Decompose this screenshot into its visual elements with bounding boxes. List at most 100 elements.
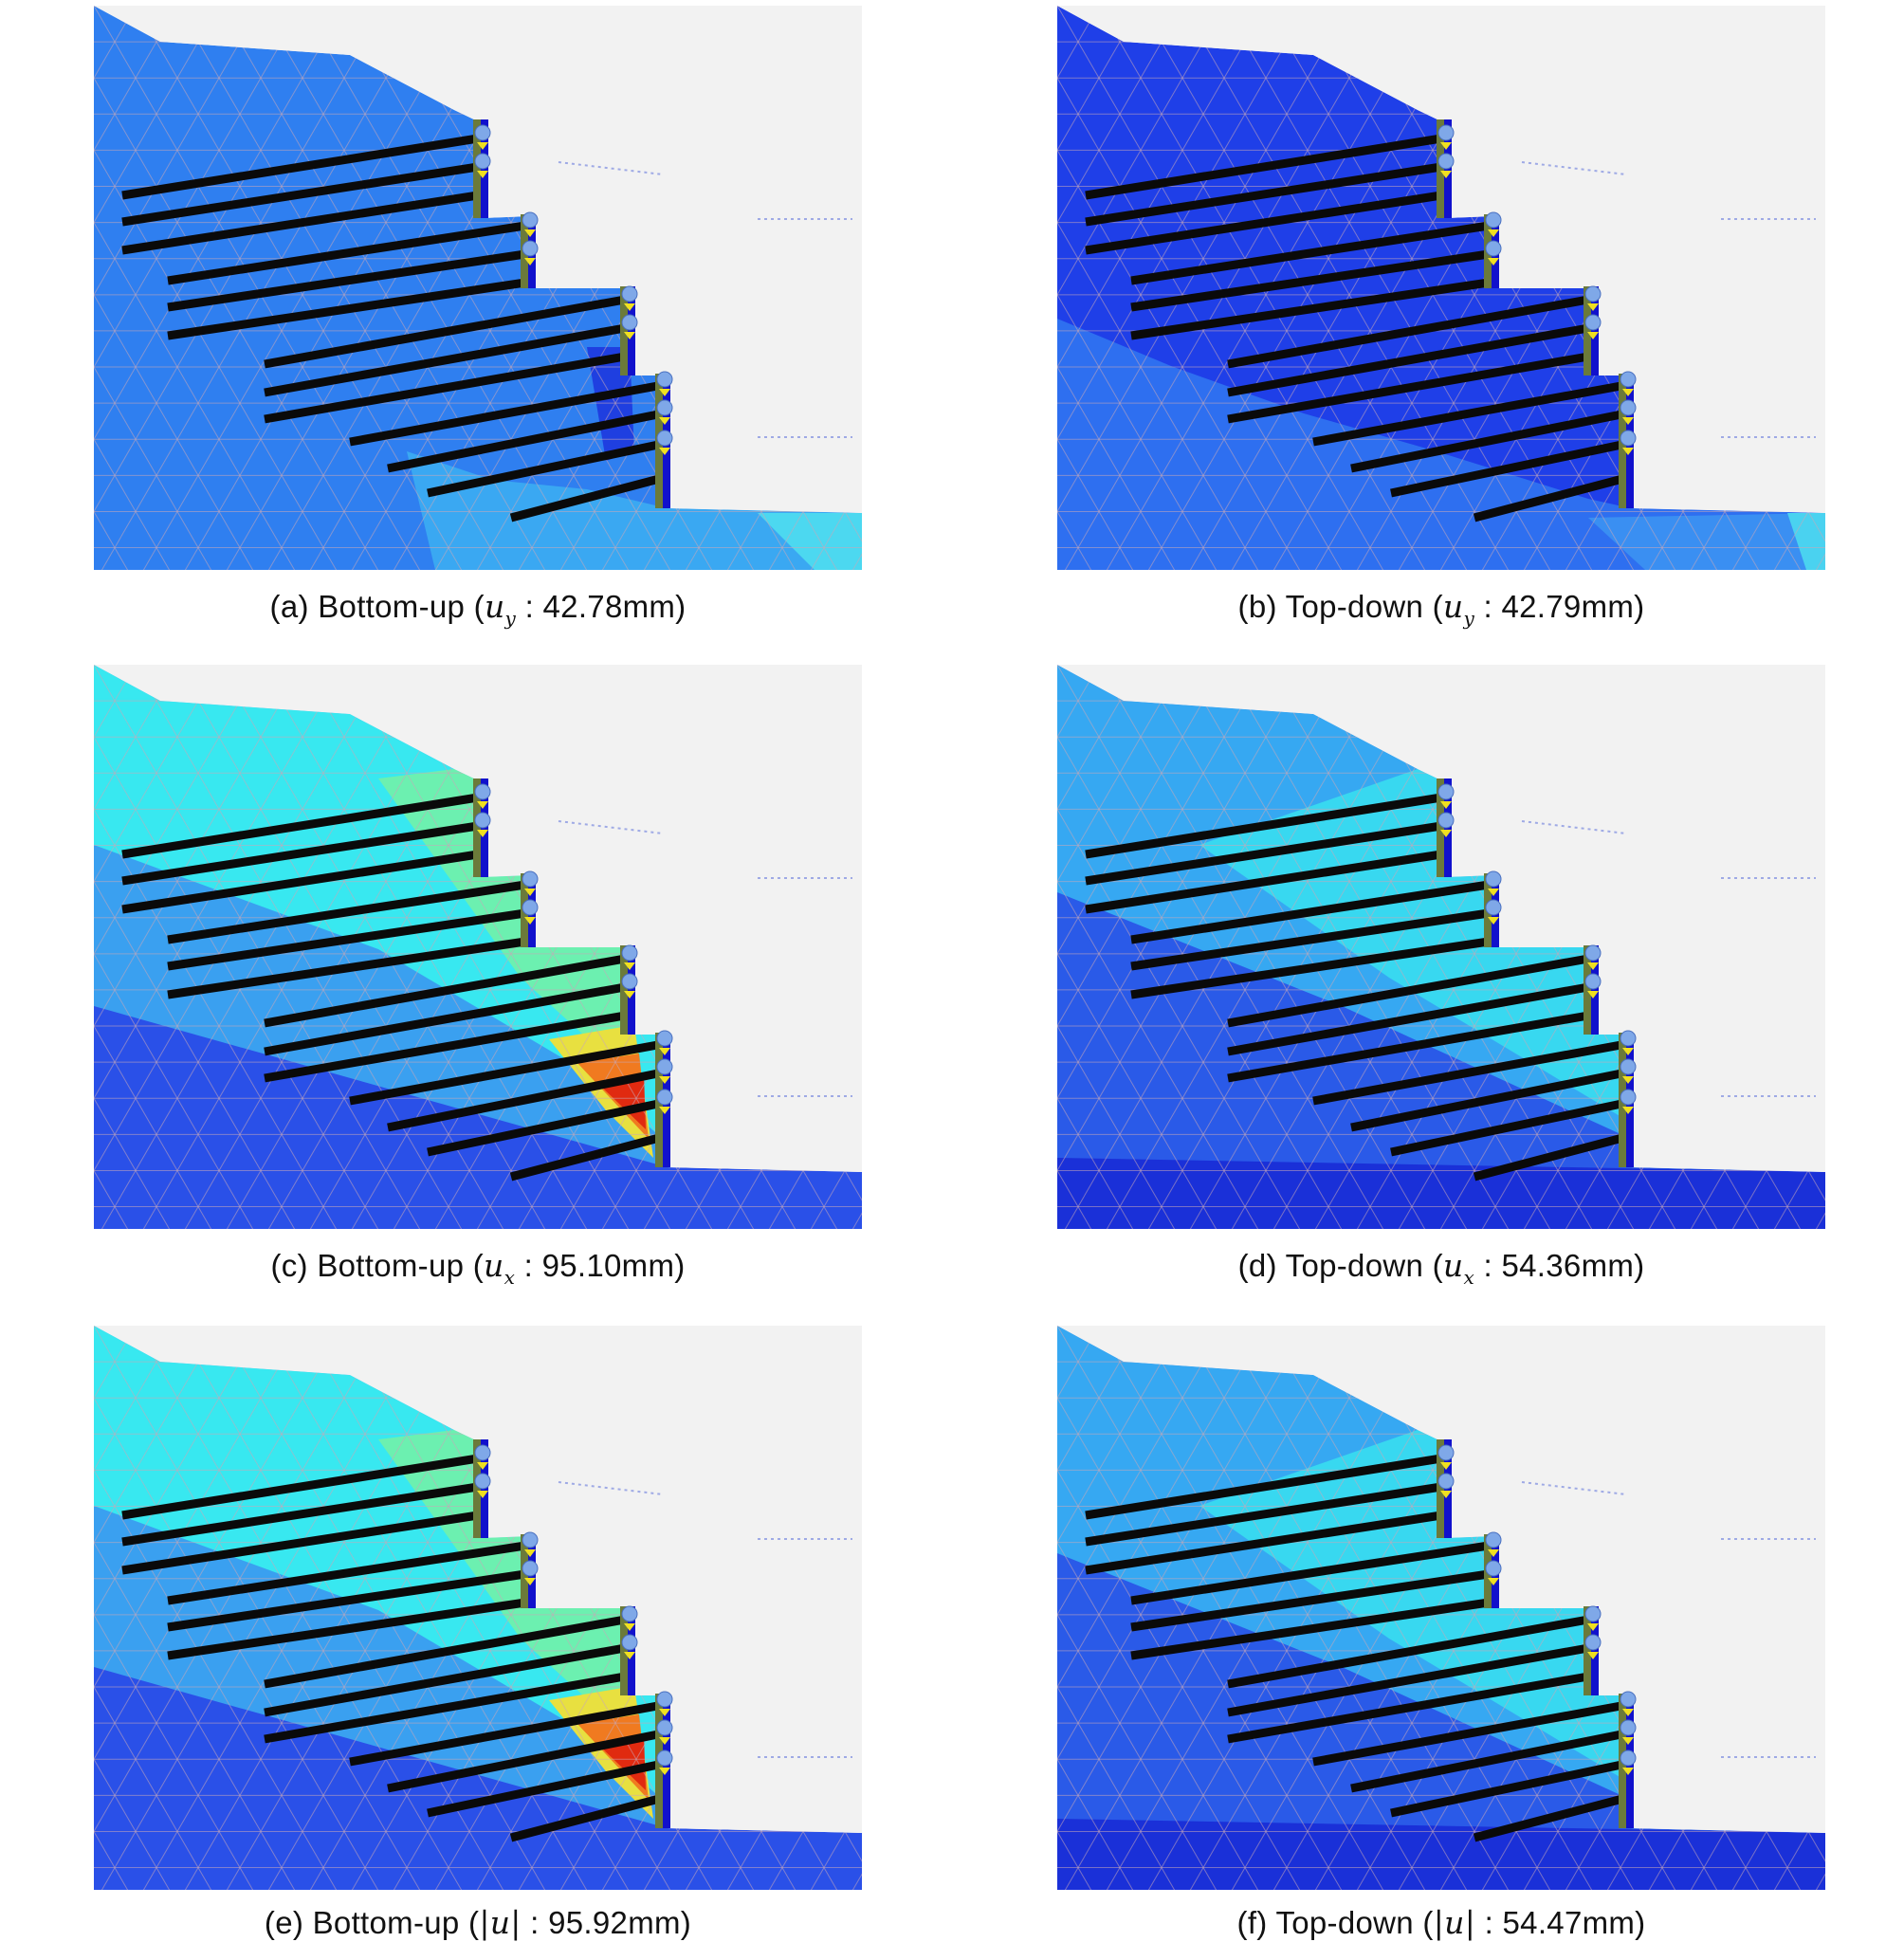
soil-nail	[1390, 1759, 1627, 1818]
caption-prefix: (e) Bottom-up (	[264, 1905, 480, 1940]
mesh-line	[176, 6, 504, 570]
caption-symbol: ux	[484, 1247, 515, 1289]
soil-nail	[1085, 191, 1442, 255]
mesh-line	[94, 6, 220, 224]
contour-zone	[1057, 1819, 1825, 1890]
mesh-line	[1223, 1326, 1551, 1890]
symbol-subscript: y	[1463, 607, 1475, 630]
soil-nail	[1473, 1793, 1628, 1842]
symbol-subscript: x	[503, 1266, 516, 1289]
mesh-line	[1057, 149, 1301, 570]
soil-nail	[1227, 1672, 1589, 1744]
nail-head-mark	[1488, 258, 1499, 266]
mesh-line	[94, 221, 296, 570]
mesh-line	[1057, 6, 1183, 224]
soil-nail	[1085, 850, 1442, 914]
nail-head-mark	[1488, 889, 1499, 896]
panel-e	[94, 1326, 862, 1890]
caption-separator: :	[515, 1248, 542, 1283]
mesh-line	[1057, 366, 1176, 570]
soil-nail	[387, 1068, 664, 1132]
mesh-line	[260, 665, 588, 1229]
soil-nail	[1130, 249, 1490, 312]
mesh-line	[1057, 6, 1267, 369]
soil-nail	[349, 380, 664, 447]
mesh-line	[1057, 6, 1350, 513]
sky-dot-line	[1521, 820, 1627, 834]
soil-nail	[1085, 1482, 1442, 1547]
nail-head-mark	[659, 1737, 670, 1745]
symbol-letter: u	[484, 1247, 504, 1284]
mesh-line	[1057, 665, 1225, 955]
mesh-line	[94, 1686, 212, 1890]
caption-separator: :	[1474, 1248, 1502, 1283]
soil-nail	[1227, 954, 1589, 1028]
soil-nail	[1227, 295, 1589, 369]
soil-nail	[1390, 439, 1627, 498]
mesh-line	[94, 1097, 171, 1229]
nail-head	[1584, 314, 1602, 331]
mesh-line	[94, 6, 303, 369]
facing-panel	[620, 286, 628, 376]
soil-nail	[264, 1672, 626, 1744]
soil-nail	[167, 221, 526, 285]
nail-head	[656, 1058, 673, 1075]
nail-head	[1485, 870, 1502, 888]
mesh-line	[1057, 1541, 1259, 1890]
soil-nail	[121, 1511, 479, 1575]
mesh-line	[94, 1326, 262, 1616]
soil-nail	[167, 880, 526, 944]
mesh-line	[1057, 1758, 1134, 1890]
mesh-line	[1057, 6, 1225, 296]
soil-nail	[1227, 323, 1589, 397]
soil-nail	[121, 134, 479, 200]
mesh-line	[260, 1326, 588, 1890]
nail-head-mark	[1622, 1076, 1634, 1084]
soil-nail	[349, 1039, 664, 1106]
mesh-line	[1223, 665, 1551, 1229]
soil-nail	[1130, 1598, 1490, 1660]
mesh-line	[343, 6, 671, 570]
mesh-line	[1057, 1686, 1176, 1890]
facing-panel	[620, 1606, 628, 1695]
soil-nails	[1085, 134, 1628, 522]
mesh-line	[94, 438, 171, 570]
nail-head-mark	[1622, 1768, 1634, 1775]
soil-nail	[387, 1729, 664, 1793]
soil-nail	[167, 1541, 526, 1605]
nail-head-mark	[659, 1076, 670, 1084]
soil-nail	[264, 295, 626, 369]
caption-value: 95.10mm)	[541, 1248, 686, 1283]
nail-head-mark	[477, 142, 488, 150]
nail-head	[1437, 1473, 1455, 1490]
facing-panel	[473, 119, 481, 218]
mesh-line	[94, 665, 345, 1100]
mesh-line	[94, 6, 178, 152]
soil-nail	[1312, 1039, 1627, 1106]
mesh-line	[94, 77, 379, 570]
nail-head-mark	[1440, 171, 1452, 178]
symbol-letter: u	[1442, 1247, 1464, 1284]
soil-nails	[1085, 793, 1628, 1182]
mesh-line	[94, 6, 387, 513]
symbol-letter: u	[1444, 1904, 1465, 1941]
nail-head	[474, 812, 491, 829]
mesh-line	[1057, 1326, 1183, 1544]
nail-head	[621, 285, 638, 302]
nail-head	[1485, 899, 1502, 916]
facing-panel	[1437, 779, 1444, 877]
nail-head-mark	[1622, 1048, 1634, 1055]
nail-head	[1584, 1605, 1602, 1622]
panel-c	[94, 665, 862, 1229]
soil-nail	[121, 821, 479, 886]
nail-head-mark	[659, 1768, 670, 1775]
nail-head-mark	[1587, 991, 1599, 998]
mesh-line	[1057, 1326, 1142, 1472]
nail-head-mark	[1622, 1709, 1634, 1716]
mesh-line	[1057, 665, 1267, 1028]
nail-head	[621, 314, 638, 331]
wall-panel	[628, 1606, 635, 1695]
mesh-line	[1057, 6, 1142, 152]
mesh-line	[94, 1613, 254, 1890]
contour-plot-a	[94, 6, 862, 570]
